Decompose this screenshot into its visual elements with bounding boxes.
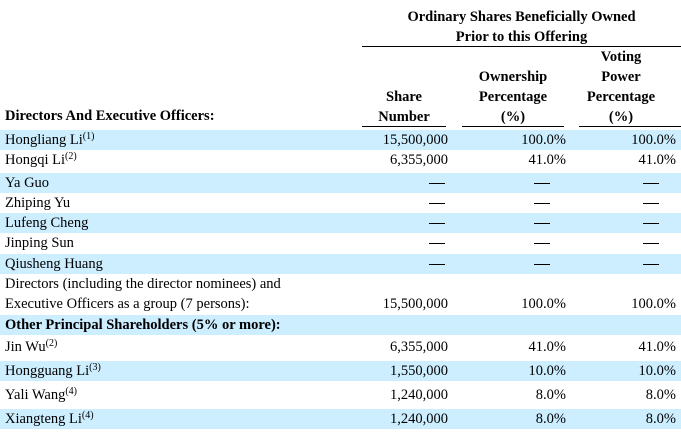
row-ownership: 8.0% — [535, 411, 566, 427]
row-shares: 6,355,000 — [390, 152, 448, 168]
row-shares: 15,500,000 — [382, 132, 448, 148]
dash-shares — [429, 243, 445, 244]
row-name: Zhiping Yu — [5, 195, 71, 211]
dash-ownership — [534, 223, 550, 224]
voting-power-header: Voting Power Percentage (%) — [579, 47, 663, 127]
dash-voting — [643, 203, 659, 204]
row-name: Yali Wang(4) — [5, 386, 78, 403]
group-title: Ordinary Shares Beneficially Owned Prior… — [362, 7, 681, 47]
ownership-percentage-header: Ownership Percentage (%) — [462, 67, 564, 127]
dash-shares — [429, 264, 445, 265]
group-total-line-2: Executive Officers as a group (7 persons… — [5, 296, 250, 312]
group-total-line-1: Directors (including the director nomine… — [5, 276, 281, 292]
row-name: Hongqi Li(2) — [5, 151, 77, 168]
row-voting: 8.0% — [645, 387, 676, 403]
header-rule-ownership — [462, 126, 564, 127]
row-voting: 8.0% — [645, 411, 676, 427]
row-shares: 1,240,000 — [390, 387, 448, 403]
dash-ownership — [534, 243, 550, 244]
dash-shares — [429, 183, 445, 184]
voting-header-line-2: Power — [601, 69, 641, 85]
group-total-shares: 15,500,000 — [382, 296, 448, 312]
dash-ownership — [534, 203, 550, 204]
row-shares: 1,240,000 — [390, 411, 448, 427]
table-row: Xiangteng Li(4) 1,240,000 8.0% 8.0% — [0, 409, 681, 429]
row-voting: 100.0% — [631, 132, 676, 148]
row-voting: 10.0% — [638, 363, 676, 379]
table-row: Qiusheng Huang — [0, 254, 681, 274]
group-total-row: Directors (including the director nomine… — [0, 274, 681, 314]
section-label-directors: Directors And Executive Officers: — [5, 108, 215, 124]
dash-shares — [429, 223, 445, 224]
ownership-header-line-1: Ownership — [478, 69, 548, 85]
table-row: Lufeng Cheng — [0, 213, 681, 233]
row-name: Jinping Sun — [5, 235, 74, 251]
group-title-line-1: Ordinary Shares Beneficially Owned — [407, 9, 636, 25]
row-ownership: 41.0% — [528, 152, 566, 168]
dash-voting — [643, 243, 659, 244]
table-row: Hongliang Li(1) 15,500,000 100.0% 100.0% — [0, 130, 681, 150]
share-number-header: Share Number — [362, 87, 446, 127]
dash-shares — [429, 203, 445, 204]
row-shares: 1,550,000 — [390, 363, 448, 379]
voting-header-line-3: Percentage — [586, 89, 656, 105]
row-name: Hongguang Li(3) — [5, 362, 101, 379]
dash-ownership — [534, 183, 550, 184]
share-header-line-2: Number — [378, 109, 430, 125]
row-shares: 6,355,000 — [390, 339, 448, 355]
row-voting: 41.0% — [638, 339, 676, 355]
dash-ownership — [534, 264, 550, 265]
row-voting: 41.0% — [638, 152, 676, 168]
row-ownership: 8.0% — [535, 387, 566, 403]
header-rule-voting — [579, 126, 681, 127]
row-ownership: 41.0% — [528, 339, 566, 355]
dash-voting — [643, 223, 659, 224]
row-name: Ya Guo — [5, 175, 50, 191]
ownership-header-line-2: Percentage — [478, 89, 548, 105]
group-title-rule — [362, 46, 681, 47]
row-ownership: 100.0% — [521, 132, 566, 148]
section-label-other-shareholders: Other Principal Shareholders (5% or more… — [5, 317, 281, 333]
group-title-line-2: Prior to this Offering — [455, 29, 588, 45]
group-total-ownership: 100.0% — [521, 296, 566, 312]
group-total-voting: 100.0% — [631, 296, 676, 312]
table-row: Hongguang Li(3) 1,550,000 10.0% 10.0% — [0, 361, 681, 381]
voting-header-line-4: (%) — [608, 109, 634, 125]
row-ownership: 10.0% — [528, 363, 566, 379]
table-row: Jin Wu(2) 6,355,000 41.0% 41.0% — [0, 337, 681, 357]
table-row: Ya Guo — [0, 173, 681, 193]
voting-header-line-1: Voting — [600, 49, 642, 65]
section-label-other-shareholders-row: Other Principal Shareholders (5% or more… — [0, 315, 681, 335]
table-row: Jinping Sun — [0, 233, 681, 253]
row-name: Lufeng Cheng — [5, 215, 89, 231]
header-rule-share — [362, 126, 446, 127]
row-name: Jin Wu(2) — [5, 338, 58, 355]
share-header-line-1: Share — [386, 89, 422, 105]
dash-voting — [643, 264, 659, 265]
table-row: Zhiping Yu — [0, 193, 681, 213]
table-row: Hongqi Li(2) 6,355,000 41.0% 41.0% — [0, 150, 681, 170]
table-row: Yali Wang(4) 1,240,000 8.0% 8.0% — [0, 385, 681, 405]
row-name: Hongliang Li(1) — [5, 131, 95, 148]
row-name: Qiusheng Huang — [5, 256, 103, 272]
ownership-header-line-3: (%) — [500, 109, 526, 125]
dash-voting — [643, 183, 659, 184]
row-name: Xiangteng Li(4) — [5, 410, 94, 427]
